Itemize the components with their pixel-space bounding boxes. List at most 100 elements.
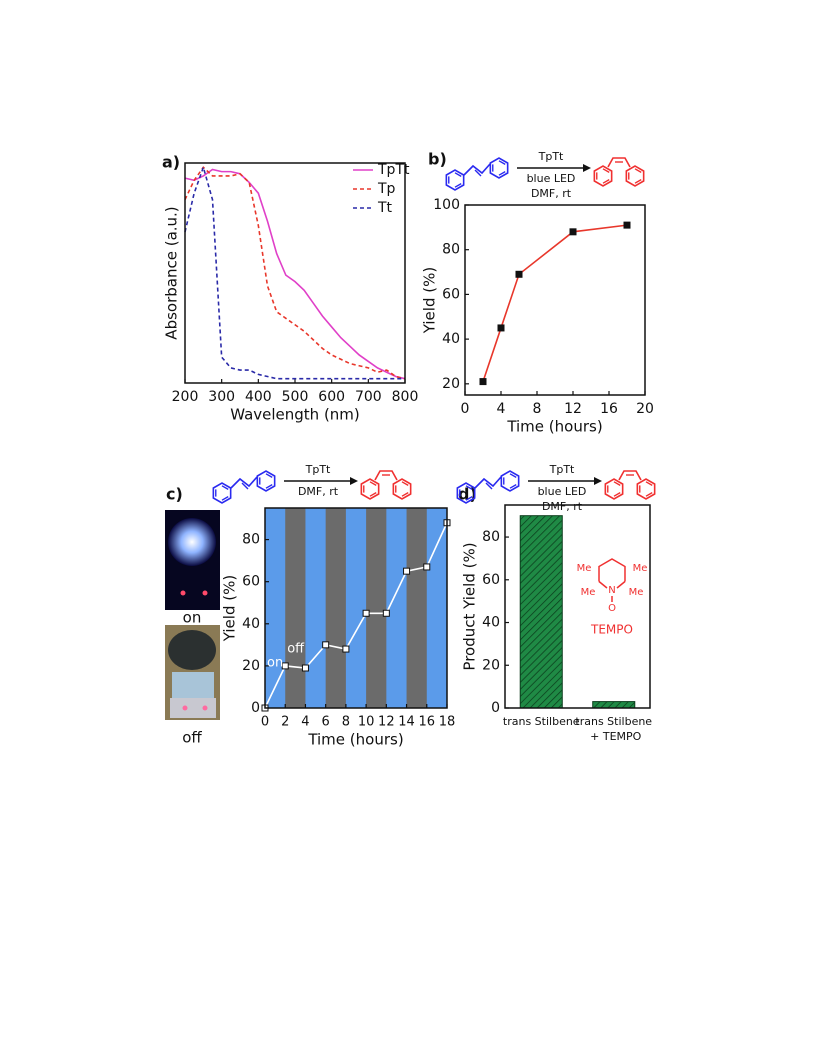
ring-bond — [602, 178, 610, 184]
catalyst: TpTt — [305, 463, 331, 476]
photo-on — [165, 510, 220, 610]
y-tick-label: 80 — [242, 532, 260, 548]
x-tick-label: 700 — [355, 389, 382, 405]
bond — [474, 476, 502, 489]
ring — [256, 470, 276, 492]
condition: DMF, rt — [542, 500, 583, 513]
off-period — [366, 508, 387, 708]
y-tick-label: 60 — [242, 574, 260, 590]
marker — [382, 609, 390, 617]
x-tick-label: 800 — [392, 389, 419, 405]
bond — [607, 157, 631, 168]
ring — [625, 165, 645, 187]
x-tick-label: + TEMPO — [590, 730, 642, 743]
marker — [322, 641, 330, 649]
x-tick-label: 16 — [419, 715, 436, 730]
marker — [623, 221, 631, 229]
y-tick-label: 20 — [442, 376, 460, 392]
y-tick-label: 40 — [482, 615, 500, 631]
condition: blue LED — [527, 172, 576, 185]
y-axis-label: Absorbance (a.u.) — [163, 206, 181, 339]
ring-bond — [454, 172, 462, 178]
marker — [497, 324, 505, 332]
arrow-head — [594, 477, 602, 485]
ring-bond — [645, 481, 653, 487]
x-tick-label: 300 — [208, 389, 235, 405]
y-axis-label: Yield (%) — [421, 267, 439, 334]
x-tick-label: 10 — [358, 715, 375, 730]
ring — [392, 478, 412, 500]
y-tick-label: 100 — [433, 197, 460, 213]
marker — [569, 228, 577, 236]
y-tick-label: 0 — [491, 700, 500, 716]
y-tick-label: 0 — [251, 700, 260, 716]
ring-bond — [454, 182, 462, 188]
ring — [598, 558, 626, 582]
structure-label: Me — [633, 563, 648, 574]
x-tick-label: 2 — [281, 715, 289, 730]
legend-label: TpTt — [377, 162, 410, 178]
bond — [230, 476, 258, 489]
y-tick-label: 40 — [242, 616, 260, 632]
x-tick-label: 20 — [636, 401, 654, 417]
ring-bond — [265, 473, 273, 479]
ring — [636, 478, 656, 500]
ring-bond — [509, 473, 517, 479]
bond — [474, 169, 482, 177]
y-tick-label: 60 — [482, 572, 500, 588]
photo-label: off — [182, 729, 202, 747]
marker — [342, 645, 350, 653]
bar — [592, 701, 636, 709]
ring — [604, 478, 624, 500]
y-tick-label: 20 — [482, 657, 500, 673]
series-line — [184, 164, 405, 380]
bond — [485, 482, 493, 490]
legend-label: Tp — [377, 181, 396, 197]
y-axis-label: Product Yield (%) — [461, 542, 479, 670]
x-tick-label: 500 — [282, 389, 309, 405]
x-tick-label: 600 — [318, 389, 345, 405]
ring — [212, 482, 232, 504]
series-line — [482, 224, 628, 382]
ring-bond — [369, 481, 377, 487]
x-tick-label: 200 — [172, 389, 199, 405]
bond — [374, 470, 398, 481]
bar — [519, 515, 563, 709]
ring — [500, 470, 520, 492]
series-line — [184, 168, 406, 380]
bond — [241, 482, 249, 490]
structure-label: O — [608, 603, 616, 614]
x-tick-label: 8 — [342, 715, 350, 730]
x-tick-label: 16 — [600, 401, 618, 417]
y-tick-label: 20 — [242, 658, 260, 674]
condition: DMF, rt — [531, 187, 572, 200]
plot-frame — [184, 162, 406, 384]
ring-bond — [265, 483, 273, 489]
x-tick-label: 4 — [301, 715, 309, 730]
panel-label: b) — [428, 150, 447, 169]
plot-frame — [464, 204, 646, 396]
x-tick-label: 12 — [378, 715, 395, 730]
series-line — [184, 166, 406, 380]
series-line — [264, 522, 448, 709]
marker — [479, 378, 487, 386]
structure-label: Me — [581, 587, 596, 598]
photo-off — [165, 625, 220, 720]
y-tick-label: 40 — [442, 331, 460, 347]
x-tick-label: 400 — [245, 389, 272, 405]
condition: DMF, rt — [298, 485, 339, 498]
x-tick-label: 0 — [261, 715, 269, 730]
x-tick-label: 14 — [398, 715, 415, 730]
x-tick-label: 4 — [497, 401, 506, 417]
ring-bond — [645, 491, 653, 497]
x-tick-label: 8 — [533, 401, 542, 417]
off-period — [285, 508, 306, 708]
x-tick-label: 6 — [322, 715, 330, 730]
bond — [618, 470, 642, 481]
panel-label: a) — [162, 153, 180, 172]
x-axis-label: Time (hours) — [506, 418, 602, 436]
ring-bond — [369, 491, 377, 497]
legend-label: Tt — [377, 200, 393, 216]
y-tick-label: 80 — [442, 242, 460, 258]
